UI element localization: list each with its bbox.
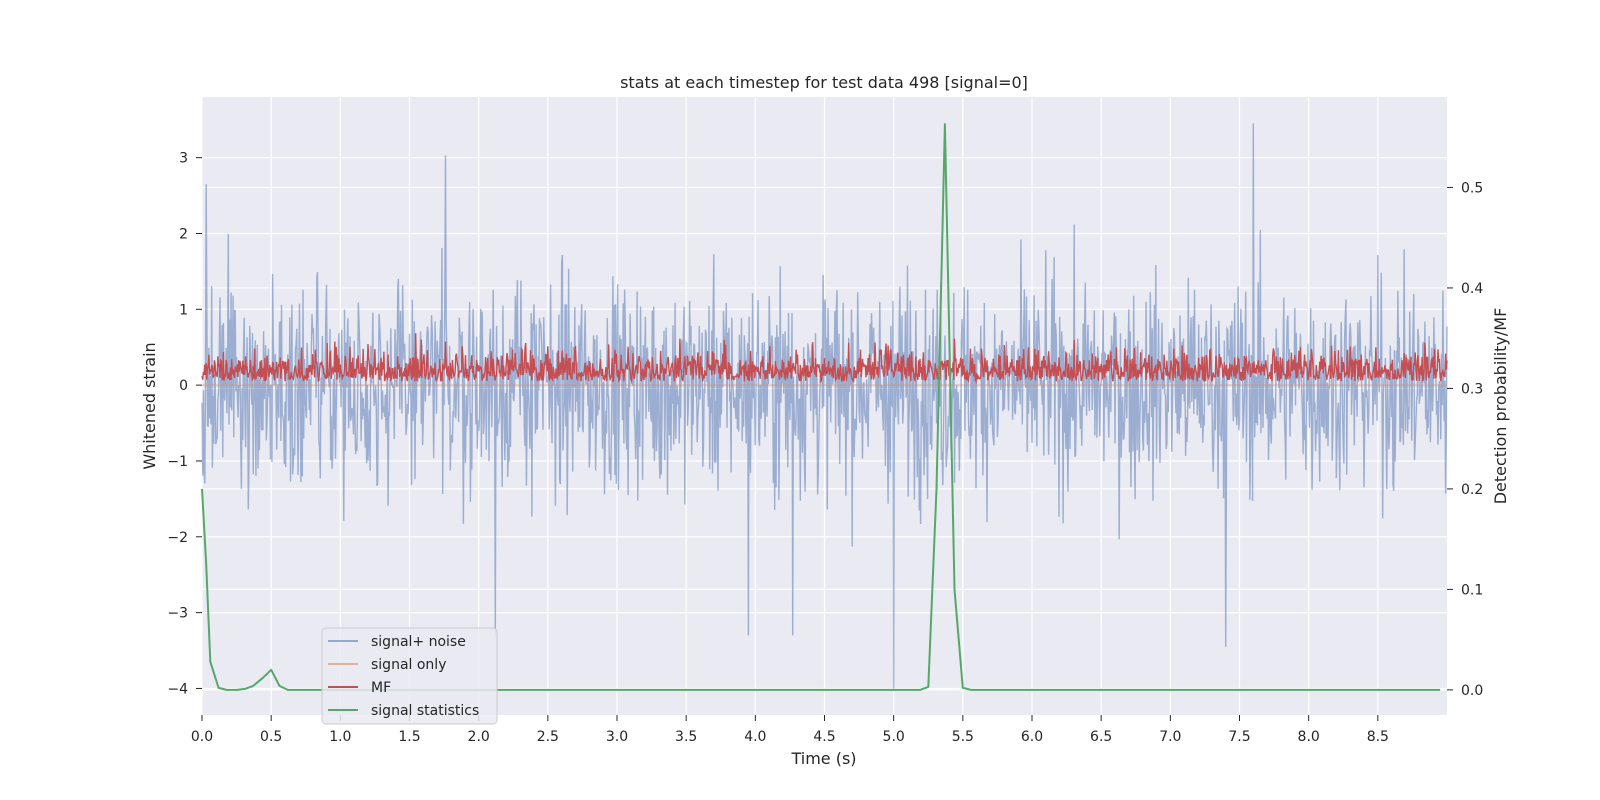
x-tick-label: 4.0 <box>744 729 766 745</box>
series-layer <box>201 123 1448 691</box>
legend-label-mf: MF <box>371 680 391 696</box>
x-tick-label: 6.0 <box>1021 729 1043 745</box>
y2-tick-label: 0.2 <box>1461 482 1483 498</box>
y-axis-label: Whitened strain <box>140 342 159 469</box>
series-line-signal-statistics <box>201 123 1441 691</box>
x-tick-label: 1.5 <box>398 729 420 745</box>
series-line-mf <box>201 333 1448 384</box>
y2-tick-label: 0.1 <box>1461 582 1483 598</box>
axes-layer: 0.0 0.5 1.0 1.5 2.0 2.5 3.0 3.5 4.0 4.5 5.0 5.5 6.0 6… <box>167 151 1483 745</box>
x-tick-label: 1.0 <box>329 729 351 745</box>
y2-tick-label: 0.3 <box>1461 381 1483 397</box>
y-tick-label: −3 <box>167 606 188 622</box>
x-tick-label: 6.5 <box>1090 729 1112 745</box>
y2-tick-label: 0.0 <box>1461 683 1483 699</box>
x-tick-label: 7.0 <box>1159 729 1181 745</box>
x-tick-label: 3.5 <box>675 729 697 745</box>
x-tick-label: 8.0 <box>1298 729 1320 745</box>
x-tick-label: 5.5 <box>952 729 974 745</box>
legend-label-signal-noise: signal+ noise <box>371 634 466 650</box>
y-tick-label: 1 <box>179 302 188 318</box>
y-tick-label: 0 <box>179 378 188 394</box>
legend: signal+ noise signal only MF signal stat… <box>321 627 498 725</box>
y2-tick-label: 0.5 <box>1461 180 1483 196</box>
y-tick-label: 3 <box>179 151 188 167</box>
y-tick-label: 2 <box>179 226 188 242</box>
x-tick-label: 2.5 <box>537 729 559 745</box>
x-tick-label: 0.5 <box>260 729 282 745</box>
y2-axis-label: Detection probability/MF <box>1491 308 1510 505</box>
x-tick-label: 4.5 <box>813 729 835 745</box>
x-tick-label: 7.5 <box>1228 729 1250 745</box>
x-tick-label: 3.0 <box>606 729 628 745</box>
y-tick-label: −2 <box>167 530 188 546</box>
y-tick-label: −4 <box>167 681 188 697</box>
x-axis-label: Time (s) <box>790 749 856 768</box>
x-tick-label: 2.0 <box>468 729 490 745</box>
legend-label-signal-only: signal only <box>371 657 446 673</box>
chart-title: stats at each timestep for test data 498… <box>620 73 1028 92</box>
legend-label-signal-statistics: signal statistics <box>371 703 479 719</box>
legend-box <box>321 627 498 725</box>
y2-tick-label: 0.4 <box>1461 281 1483 297</box>
x-tick-label: 5.0 <box>883 729 905 745</box>
x-tick-label: 8.5 <box>1367 729 1389 745</box>
y-tick-label: −1 <box>167 454 188 470</box>
x-tick-label: 0.0 <box>191 729 213 745</box>
series-line-signal-noise <box>201 123 1448 689</box>
